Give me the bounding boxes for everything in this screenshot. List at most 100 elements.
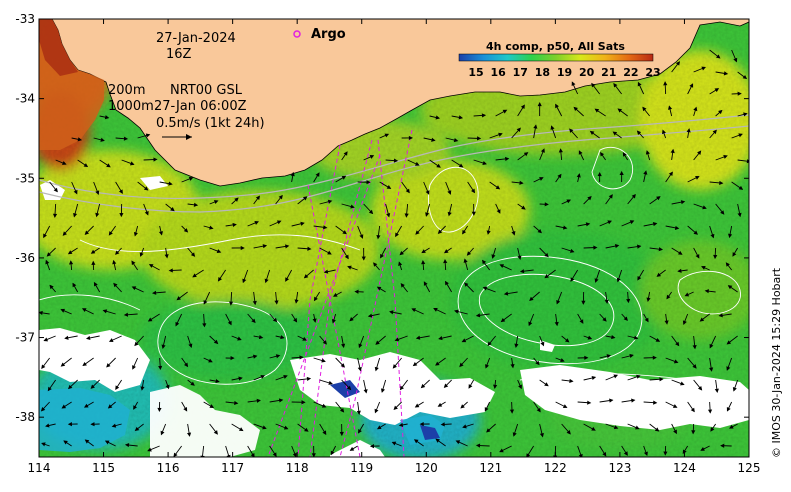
velocity-arrow-head <box>539 177 544 181</box>
velocity-arrows <box>39 49 749 457</box>
velocity-arrow-head <box>491 254 496 259</box>
velocity-arrow-head <box>323 269 329 274</box>
velocity-arrow-head <box>376 235 381 240</box>
velocity-arrow-head <box>653 400 658 405</box>
velocity-arrow-head <box>569 378 574 384</box>
velocity-arrow-head <box>557 173 562 179</box>
velocity-arrow-head <box>392 364 397 369</box>
velocity-arrow-head <box>190 381 195 386</box>
velocity-arrow-head <box>700 447 705 451</box>
velocity-arrow-head <box>414 403 420 408</box>
velocity-arrow-head <box>447 211 452 217</box>
velocity-arrow-head <box>591 375 597 381</box>
velocity-arrow-head <box>637 81 642 87</box>
velocity-arrow-head <box>227 320 232 326</box>
velocity-arrow-head <box>602 317 607 322</box>
velocity-arrow-head <box>342 230 347 235</box>
velocity-arrow-head <box>285 244 290 249</box>
velocity-arrow-head <box>594 278 599 283</box>
velocity-arrow-head <box>188 343 193 349</box>
colorbar-label: 16 <box>490 66 506 79</box>
velocity-arrow-head <box>408 135 413 141</box>
velocity-arrow-head <box>341 175 347 180</box>
velocity-arrow-head <box>67 250 73 255</box>
velocity-arrow-head <box>737 91 742 96</box>
velocity-arrow-head <box>104 440 110 445</box>
velocity-arrow-head <box>600 151 605 157</box>
velocity-arrow-head <box>399 385 405 391</box>
velocity-arrow-head <box>594 108 600 113</box>
y-tick-label: -36 <box>15 251 35 265</box>
velocity-arrow-head <box>587 196 592 201</box>
velocity-arrow-head <box>82 361 87 367</box>
velocity-arrow-head <box>715 54 721 59</box>
velocity-arrow-head <box>608 194 613 199</box>
velocity-arrow-head <box>458 115 464 120</box>
velocity-arrow-head <box>435 361 440 366</box>
velocity-arrow-head <box>395 232 399 238</box>
velocity-arrow-head <box>726 340 732 345</box>
velocity-arrow-head <box>349 317 354 322</box>
velocity-arrow-head <box>274 300 279 305</box>
velocity-arrow-head <box>341 343 346 349</box>
velocity-arrow-head <box>43 233 47 239</box>
velocity-arrow-head <box>175 321 180 327</box>
x-axis: 114 115 116 117 118 119 120 121 122 123 124 125 <box>28 19 760 475</box>
velocity-arrow-head <box>129 161 135 166</box>
velocity-arrow-head <box>668 105 673 110</box>
velocity-arrow-head <box>203 300 208 305</box>
velocity-arrow-head <box>384 133 390 138</box>
velocity-arrow-head <box>435 115 440 120</box>
y-tick-label: -35 <box>15 171 35 185</box>
velocity-arrow-head <box>131 260 136 266</box>
velocity-arrow-head <box>183 406 188 412</box>
velocity-arrow-head <box>350 204 355 209</box>
velocity-arrow-head <box>475 443 481 448</box>
velocity-arrow-head <box>481 113 487 118</box>
velocity-arrow-head <box>526 453 531 457</box>
velocity-arrow-head <box>431 137 436 142</box>
info-current-source: NRT00 GSL <box>170 83 243 98</box>
velocity-arrow-head <box>252 300 257 306</box>
velocity-arrow-head <box>375 340 380 345</box>
velocity-arrow-head <box>293 317 298 323</box>
velocity-arrow-head <box>64 335 69 340</box>
info-hour: 16Z <box>166 47 192 62</box>
velocity-arrow-head <box>652 222 658 227</box>
velocity-arrow-head <box>623 316 628 321</box>
velocity-arrow-head <box>327 199 333 204</box>
info-date: 27-Jan-2024 <box>156 31 236 46</box>
velocity-arrow-head <box>612 131 618 136</box>
velocity-arrow-head <box>443 249 449 254</box>
velocity-arrow-head <box>285 277 290 282</box>
velocity-arrow-head <box>519 269 525 274</box>
velocity-arrow-head <box>148 264 154 268</box>
velocity-arrow-head <box>720 210 725 215</box>
velocity-arrow-head <box>503 291 509 296</box>
velocity-arrow-head <box>713 254 718 260</box>
velocity-arrow-head <box>560 358 565 362</box>
velocity-arrow-head <box>622 152 627 157</box>
velocity-arrow-head <box>521 205 526 210</box>
velocity-arrow-head <box>61 161 67 165</box>
velocity-arrow-head <box>153 157 158 162</box>
velocity-arrow-head <box>363 389 368 394</box>
velocity-arrow-head <box>455 440 461 445</box>
colorbar-label: 21 <box>601 66 616 79</box>
velocity-arrow-head <box>499 448 504 453</box>
velocity-arrow-head <box>374 408 379 414</box>
velocity-arrow-head <box>616 277 621 283</box>
velocity-arrow-head <box>556 299 561 305</box>
velocity-arrow-head <box>690 407 695 413</box>
velocity-arrow-head <box>636 374 641 379</box>
velocity-arrow-head <box>436 163 441 168</box>
velocity-arrow-head <box>60 308 65 313</box>
colorbar-label: 17 <box>513 66 528 79</box>
velocity-arrow-head <box>73 212 78 218</box>
velocity-arrow-head <box>544 274 549 279</box>
velocity-arrow-head <box>686 128 691 133</box>
velocity-arrow-head <box>209 225 214 230</box>
cool-patches <box>39 380 445 452</box>
velocity-arrow-head <box>463 258 468 263</box>
velocity-arrow-head <box>569 248 575 253</box>
